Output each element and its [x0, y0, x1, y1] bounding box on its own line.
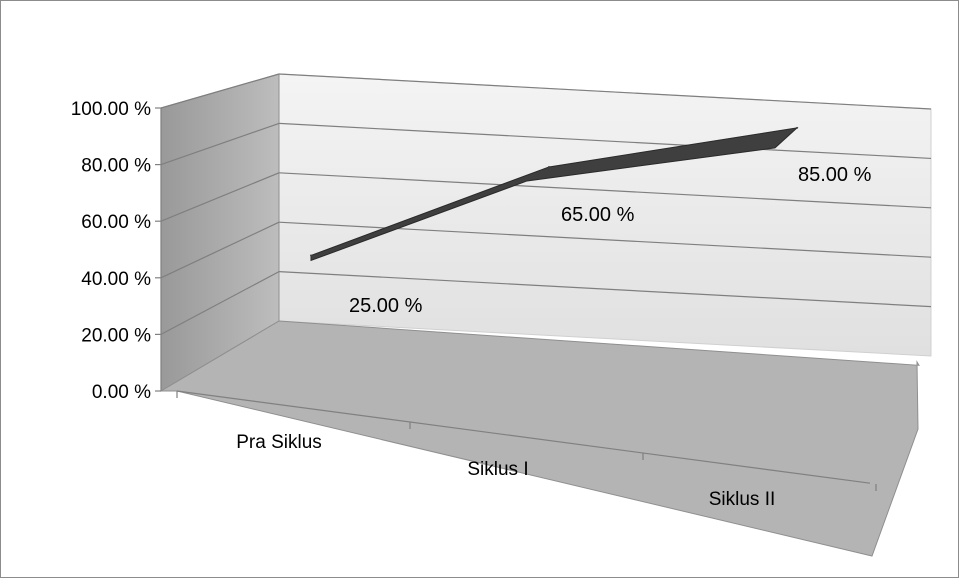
gridline: [160, 221, 280, 279]
data-label: 85.00 %: [798, 164, 872, 186]
gridline: [278, 122, 932, 160]
x-axis-line: [176, 390, 871, 484]
category-label: Siklus I: [467, 459, 528, 480]
y-tick-label: 0.00 %: [92, 382, 151, 403]
y-tick-label: 80.00 %: [81, 156, 151, 177]
gridline: [160, 73, 280, 109]
gridline: [278, 271, 932, 308]
category-label: Pra Siklus: [236, 432, 322, 453]
data-label: 25.00 %: [349, 295, 423, 317]
y-tick-label: 60.00 %: [81, 212, 151, 233]
gridline: [278, 172, 932, 209]
y-tick-label: 40.00 %: [81, 269, 151, 290]
category-label: Siklus II: [709, 489, 776, 510]
gridline: [278, 73, 932, 110]
data-point: [796, 126, 798, 129]
data-point: [310, 254, 312, 257]
y-tick-label: 100.00 %: [71, 99, 151, 120]
gridline: [160, 271, 280, 335]
data-label: 65.00 %: [561, 204, 635, 226]
y-tick-label: 20.00 %: [81, 325, 151, 346]
gridline: [160, 172, 280, 222]
gridline: [160, 122, 280, 166]
floor: [159, 320, 920, 557]
data-point: [548, 165, 550, 168]
